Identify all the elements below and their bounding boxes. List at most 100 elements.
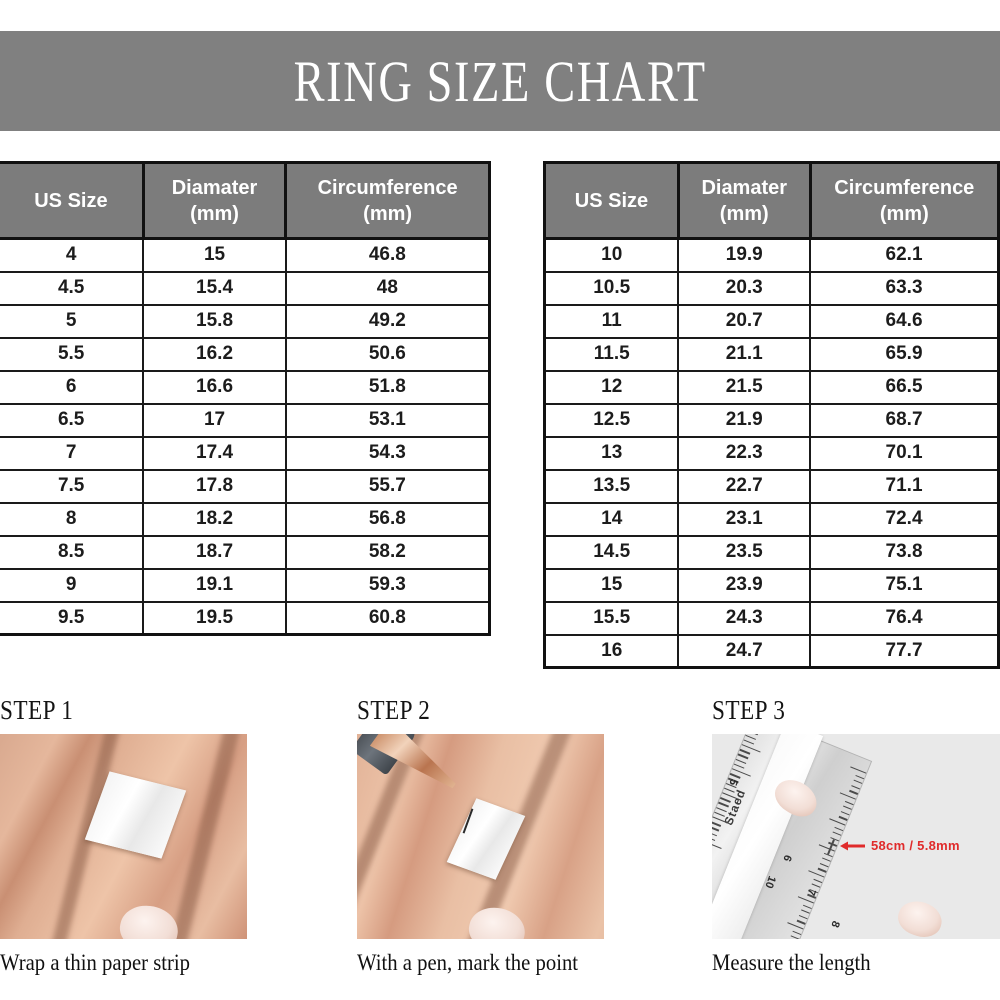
ruler-tick: [712, 826, 720, 832]
step-3: STEP 3 Staed 5 6 7 8 10: [712, 697, 1000, 1000]
table-row: 4 15 46.8: [0, 237, 491, 273]
cell-diameter: 19.9: [677, 237, 812, 273]
ruler-tick: [840, 810, 850, 816]
table-row: 13.5 22.7 71.1: [543, 468, 1000, 504]
cell-diameter: 15.4: [142, 270, 287, 306]
cell-us-size: 14.5: [543, 534, 680, 570]
ruler-tick: [821, 857, 831, 863]
ruler-tick: [838, 816, 848, 821]
cell-us-size: 10: [543, 237, 680, 273]
cell-diameter: 23.1: [677, 501, 812, 537]
cell-diameter: 15: [142, 237, 287, 273]
table-row: 7.5 17.8 55.7: [0, 468, 491, 504]
table-header-row: US Size Diamater (mm) Circumference (mm): [0, 161, 491, 240]
ruler-tick: [855, 774, 865, 780]
cell-circumference: 77.7: [809, 633, 1000, 669]
cell-diameter: 19.5: [142, 600, 287, 636]
cell-circumference: 71.1: [809, 468, 1000, 504]
cell-us-size: 9: [0, 567, 145, 603]
cell-diameter: 21.5: [677, 369, 812, 405]
table-row: 10.5 20.3 63.3: [543, 270, 1000, 306]
ruler-tick: [790, 935, 800, 939]
cell-diameter: 18.7: [142, 534, 287, 570]
cell-circumference: 68.7: [809, 402, 1000, 438]
cell-circumference: 49.2: [284, 303, 491, 339]
table-row: 6 16.6 51.8: [0, 369, 491, 405]
ruler-tick: [842, 805, 852, 811]
ruler-tick: [800, 909, 810, 915]
cell-diameter: 20.7: [677, 303, 812, 339]
cell-diameter: 24.3: [677, 600, 812, 636]
cell-circumference: 76.4: [809, 600, 1000, 636]
ruler-tick: [712, 835, 716, 842]
step-2-caption: With a pen, mark the point: [357, 950, 579, 975]
column-header-circumference: Circumference (mm): [284, 161, 491, 240]
ruler-tick: [712, 830, 718, 837]
cell-circumference: 75.1: [809, 567, 1000, 603]
ruler-tick: [712, 840, 722, 850]
cell-circumference: 72.4: [809, 501, 1000, 537]
cell-diameter: 22.7: [677, 468, 812, 504]
table-row: 15.5 24.3 76.4: [543, 600, 1000, 636]
column-header-diameter: Diamater (mm): [676, 161, 812, 240]
step-1: STEP 1 Wrap a thin paper strip: [0, 697, 305, 1000]
step-1-photo: [0, 734, 305, 939]
cell-diameter: 16.6: [142, 369, 287, 405]
cell-us-size: 9.5: [0, 600, 145, 636]
cell-circumference: 54.3: [284, 435, 491, 471]
step-1-label: STEP 1: [0, 695, 74, 725]
cell-diameter: 18.2: [142, 501, 287, 537]
table-row: 14.5 23.5 73.8: [543, 534, 1000, 570]
ruler-tick: [739, 748, 751, 755]
ruler-tick: [832, 831, 842, 837]
ruler-tick: [849, 790, 858, 795]
step-2: STEP 2 With a pen, mark the point: [357, 697, 662, 1000]
column-header-label: US Size: [34, 189, 108, 212]
table-row: 5 15.8 49.2: [0, 303, 491, 339]
cell-us-size: 7.5: [0, 468, 145, 504]
cell-us-size: 12: [543, 369, 680, 405]
column-header-label: Diamater: [701, 176, 788, 199]
cell-circumference: 59.3: [284, 567, 491, 603]
table-row: 9.5 19.5 60.8: [0, 600, 491, 636]
photo-edge: [247, 734, 305, 939]
cell-us-size: 13: [543, 435, 680, 471]
measurement-annotation-text: 58cm / 5.8mm: [871, 838, 960, 853]
cell-diameter: 16.2: [142, 336, 287, 372]
ruler-tick: [844, 800, 854, 806]
cell-circumference: 60.8: [284, 600, 491, 636]
cell-diameter: 23.5: [677, 534, 812, 570]
cell-diameter: 23.9: [677, 567, 812, 603]
cell-circumference: 66.5: [809, 369, 1000, 405]
ruler-tick: [811, 883, 821, 889]
ruler-tick: [733, 763, 745, 769]
table-body-left: 4 15 46.8 4.5 15.4 48 5 15.8 49.2 5.5 16.2 50.6 6 16.…: [0, 237, 491, 636]
column-header-label: Circumference: [834, 176, 975, 199]
cell-circumference: 63.3: [809, 270, 1000, 306]
cell-circumference: 56.8: [284, 501, 491, 537]
cell-us-size: 12.5: [543, 402, 680, 438]
cell-circumference: 65.9: [809, 336, 1000, 372]
table-row: 14 23.1 72.4: [543, 501, 1000, 537]
cell-diameter: 15.8: [142, 303, 287, 339]
cell-us-size: 11: [543, 303, 680, 339]
cell-us-size: 13.5: [543, 468, 680, 504]
column-header-us-size: US Size: [543, 161, 680, 240]
table-row: 11.5 21.1 65.9: [543, 336, 1000, 372]
table-row: 7 17.4 54.3: [0, 435, 491, 471]
ring-size-table-right: US Size Diamater (mm) Circumference (mm)…: [543, 161, 1000, 669]
ruler-tick: [735, 758, 747, 764]
cell-us-size: 5.5: [0, 336, 145, 372]
ruler-tick: [813, 878, 823, 883]
cell-us-size: 16: [543, 633, 680, 669]
table-body-right: 10 19.9 62.1 10.5 20.3 63.3 11 20.7 64.6 11.5 21.1…: [543, 237, 1000, 669]
cell-circumference: 48: [284, 270, 491, 306]
ruler-tick: [723, 787, 735, 793]
ring-size-table-left: US Size Diamater (mm) Circumference (mm)…: [0, 161, 491, 636]
cell-circumference: 62.1: [809, 237, 1000, 273]
column-header-label: Diamater: [171, 176, 258, 199]
cell-diameter: 21.1: [677, 336, 812, 372]
table-row: 8.5 18.7 58.2: [0, 534, 491, 570]
cell-circumference: 55.7: [284, 468, 491, 504]
